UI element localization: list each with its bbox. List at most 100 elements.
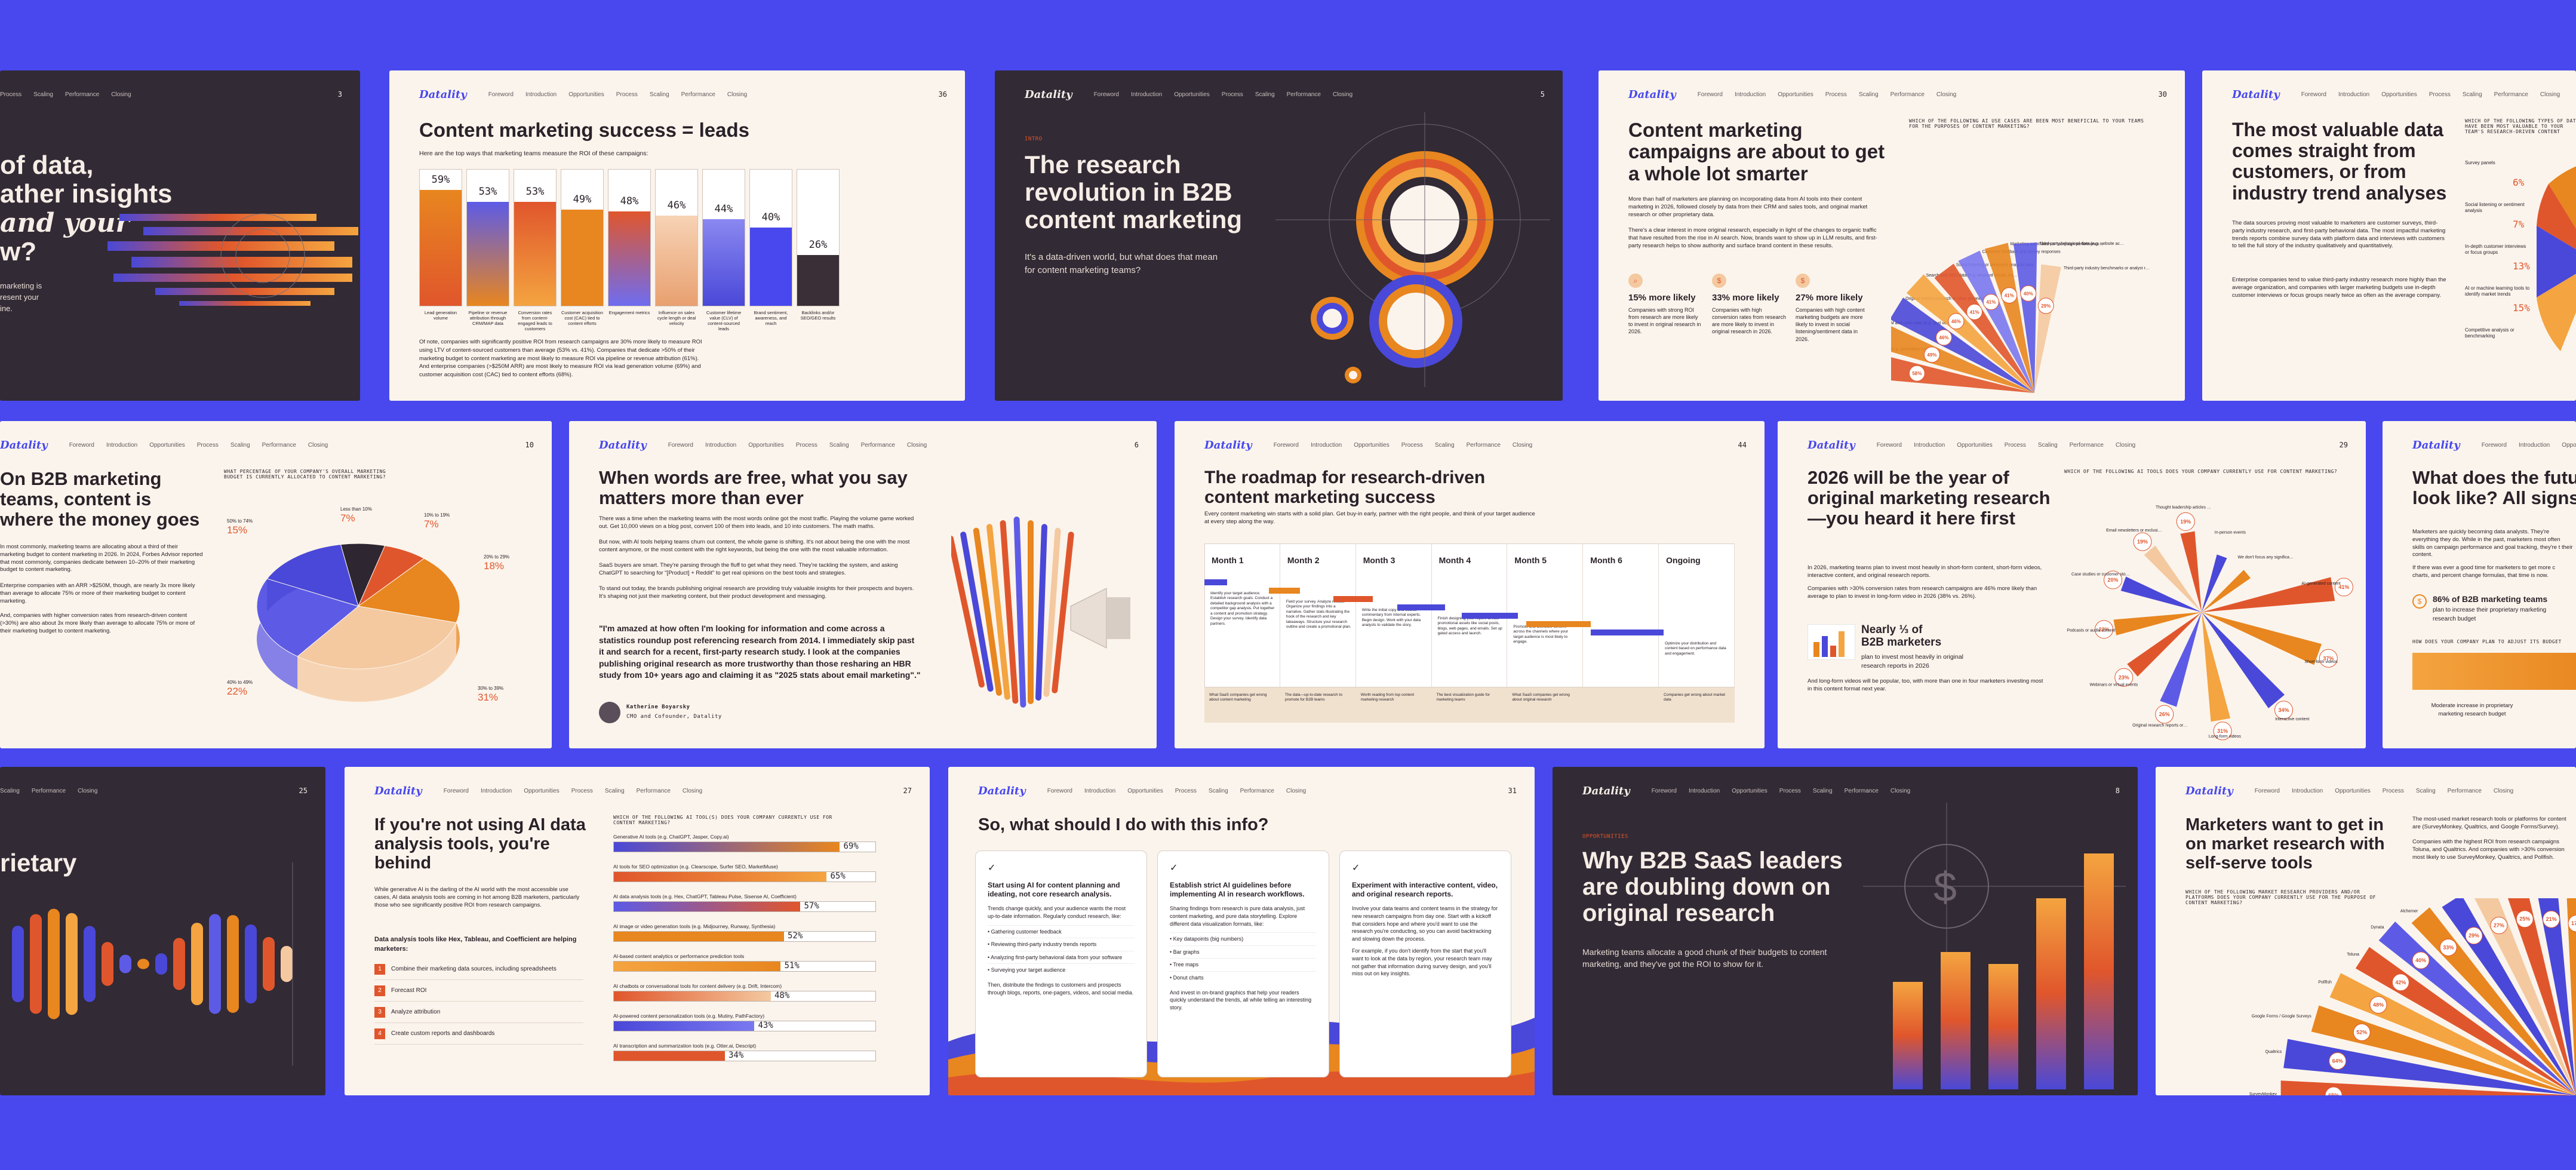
slide-what-to-do[interactable]: Datality Foreword Introduction Opportunitie… [948,767,1535,1095]
nav-foreword[interactable]: Foreword [488,91,514,98]
nav-opportunities[interactable]: Opportunities [524,787,560,794]
slide-campaigns-smarter[interactable]: Datality Foreword Introduction Opportunitie… [1599,70,2185,401]
nav-opportunities[interactable]: Opportunities [1174,91,1210,98]
nav-performance[interactable]: Performance [2069,441,2104,449]
nav-process[interactable]: Process [1175,787,1197,794]
nav-process[interactable]: Process [0,91,22,98]
nav-closing[interactable]: Closing [2493,787,2514,794]
nav-scaling[interactable]: Scaling [230,441,250,449]
nav-foreword[interactable]: Foreword [69,441,94,449]
nav-foreword[interactable]: Foreword [1651,787,1677,794]
nav-process[interactable]: Process [2004,441,2026,449]
nav-introduction[interactable]: Introduction [1310,441,1342,449]
slide-valuable-data[interactable]: Datality Foreword Introduction Opportunitie… [2202,70,2576,401]
slide-market-research[interactable]: Datality Foreword Introduction Opportunitie… [2156,767,2576,1095]
datality-logo[interactable]: Datality [599,438,647,452]
nav-performance[interactable]: Performance [64,91,100,98]
datality-logo[interactable]: Datality [978,784,1026,797]
nav-process[interactable]: Process [1779,787,1801,794]
nav-opportunities[interactable]: Opportunities [748,441,784,449]
nav-performance[interactable]: Performance [1286,91,1321,98]
nav-performance[interactable]: Performance [1466,441,1501,449]
datality-logo[interactable]: Datality [419,88,467,101]
nav-scaling[interactable]: Scaling [33,91,53,98]
datality-logo[interactable]: Datality [1204,438,1252,452]
nav-introduction[interactable]: Introduction [705,441,737,449]
slide-money-goes[interactable]: Datality Foreword Introduction Opportunitie… [0,421,552,748]
nav-performance[interactable]: Performance [1240,787,1274,794]
datality-logo[interactable]: Datality [374,784,422,797]
nav-introduction[interactable]: Introduction [480,787,512,794]
slide-content-success[interactable]: Datality Foreword Introduction Opportunitie… [389,70,965,401]
slide-words-free[interactable]: Datality Foreword Introduction Opportunitie… [569,421,1157,748]
nav-process[interactable]: Process [616,91,638,98]
nav-closing[interactable]: Closing [1332,91,1353,98]
nav-closing[interactable]: Closing [906,441,927,449]
nav-scaling[interactable]: Scaling [0,787,20,794]
nav-introduction[interactable]: Introduction [525,91,557,98]
nav-performance[interactable]: Performance [1844,787,1879,794]
nav-performance[interactable]: Performance [262,441,296,449]
nav-scaling[interactable]: Scaling [1858,91,1879,98]
nav-scaling[interactable]: Scaling [1208,787,1228,794]
nav-scaling[interactable]: Scaling [2415,787,2436,794]
nav-process[interactable]: Process [795,441,817,449]
nav-introduction[interactable]: Introduction [1688,787,1720,794]
nav-closing[interactable]: Closing [111,91,131,98]
datality-logo[interactable]: Datality [1807,438,1855,452]
nav-opportunities[interactable]: Opportunities [2335,787,2371,794]
nav-opportunities[interactable]: Opportunities [2562,441,2576,449]
nav-introduction[interactable]: Introduction [2518,441,2550,449]
nav-foreword[interactable]: Foreword [1093,91,1119,98]
nav-opportunities[interactable]: Opportunities [1957,441,1993,449]
slide-proprietary[interactable]: Scaling Performance Closing 25 rietary [0,767,325,1095]
nav-opportunities[interactable]: Opportunities [568,91,604,98]
nav-closing[interactable]: Closing [1890,787,1911,794]
nav-process[interactable]: Process [571,787,593,794]
nav-closing[interactable]: Closing [78,787,98,794]
nav-foreword[interactable]: Foreword [1697,91,1723,98]
nav-scaling[interactable]: Scaling [1812,787,1833,794]
nav-closing[interactable]: Closing [1936,91,1957,98]
nav-introduction[interactable]: Introduction [106,441,138,449]
nav-scaling[interactable]: Scaling [829,441,849,449]
nav-performance[interactable]: Performance [636,787,671,794]
nav-performance[interactable]: Performance [860,441,895,449]
slide-research-revolution[interactable]: Datality Foreword Introduction Opportunitie… [995,70,1563,401]
nav-performance[interactable]: Performance [2494,91,2528,98]
nav-performance[interactable]: Performance [2447,787,2482,794]
slide-2026-year[interactable]: Datality Foreword Introduction Opportunitie… [1778,421,2366,748]
nav-process[interactable]: Process [196,441,219,449]
nav-closing[interactable]: Closing [2115,441,2136,449]
datality-logo[interactable]: Datality [2185,784,2233,797]
nav-closing[interactable]: Closing [308,441,328,449]
nav-scaling[interactable]: Scaling [2037,441,2058,449]
nav-foreword[interactable]: Foreword [668,441,693,449]
slide-future[interactable]: Datality Foreword Introduction Opportunitie… [2383,421,2576,748]
nav-closing[interactable]: Closing [682,787,703,794]
nav-introduction[interactable]: Introduction [2338,91,2370,98]
nav-scaling[interactable]: Scaling [604,787,625,794]
nav-introduction[interactable]: Introduction [1913,441,1945,449]
nav-scaling[interactable]: Scaling [649,91,669,98]
datality-logo[interactable]: Datality [0,438,48,452]
nav-closing[interactable]: Closing [1512,441,1533,449]
nav-scaling[interactable]: Scaling [2462,91,2482,98]
nav-closing[interactable]: Closing [2540,91,2560,98]
nav-opportunities[interactable]: Opportunities [2381,91,2417,98]
nav-performance[interactable]: Performance [681,91,715,98]
nav-foreword[interactable]: Foreword [443,787,469,794]
nav-introduction[interactable]: Introduction [2291,787,2323,794]
nav-process[interactable]: Process [2382,787,2404,794]
datality-logo[interactable]: Datality [2412,438,2460,452]
nav-process[interactable]: Process [2429,91,2451,98]
nav-opportunities[interactable]: Opportunities [1732,787,1767,794]
nav-foreword[interactable]: Foreword [2254,787,2280,794]
nav-process[interactable]: Process [1401,441,1423,449]
nav-foreword[interactable]: Foreword [2301,91,2326,98]
nav-process[interactable]: Process [1221,91,1243,98]
nav-opportunities[interactable]: Opportunities [1778,91,1813,98]
datality-logo[interactable]: Datality [1025,88,1072,101]
nav-closing[interactable]: Closing [1286,787,1307,794]
slide-why-b2b[interactable]: Datality Foreword Introduction Opportunitie… [1553,767,2138,1095]
